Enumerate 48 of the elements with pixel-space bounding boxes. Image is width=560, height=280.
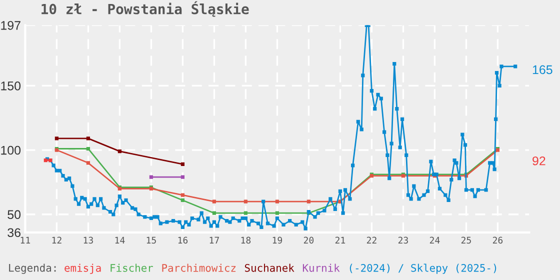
legend-title: Legenda:: [9, 264, 56, 274]
point: [86, 146, 90, 151]
y-tick-label: 50: [8, 210, 21, 220]
x-tick-label: 15: [146, 236, 156, 244]
x-tick-label: 16: [178, 236, 188, 244]
point: [149, 175, 154, 179]
text: Suchanek: [244, 264, 294, 272]
x-tick-label: 11: [20, 236, 30, 244]
y-tick-label: 197: [1, 21, 20, 30]
y-tick-label: 36: [8, 228, 20, 238]
point: [54, 136, 59, 140]
point: [180, 198, 185, 202]
text: Parchimowicz: [162, 264, 236, 272]
x-tick-label: 21: [335, 236, 346, 244]
point: [212, 200, 216, 204]
point: [275, 200, 280, 204]
x-tick-label: 25: [461, 236, 471, 244]
x-tick-label: 20: [304, 236, 314, 244]
x-tick-label: 12: [52, 236, 62, 244]
text: (-2024) / Sklepy (2025-): [350, 264, 496, 274]
point: [86, 136, 90, 140]
y-tick-label: 100: [1, 146, 21, 155]
point: [306, 200, 311, 204]
point: [180, 175, 185, 179]
x-tick-label: 14: [115, 236, 125, 244]
point: [118, 150, 122, 154]
x-tick-label: 17: [210, 236, 219, 244]
x-tick-label: 22: [366, 236, 376, 244]
point: [244, 200, 248, 204]
chart-title: 10 zł - Powstania Śląskie: [42, 1, 249, 17]
point: [212, 211, 216, 215]
text: Kurnik: [302, 264, 340, 272]
point: [244, 211, 248, 215]
x-tick-label: 13: [84, 236, 93, 244]
x-tick-label: 26: [492, 236, 503, 244]
x-tick-label: 19: [272, 236, 282, 244]
point: [275, 211, 280, 215]
x-tick-label: 23: [398, 236, 408, 244]
x-tick-label: 18: [241, 236, 251, 244]
text: 92: [532, 156, 546, 166]
y-tick-label: 150: [1, 81, 21, 90]
text: 165: [532, 65, 552, 74]
point: [180, 193, 185, 197]
point: [180, 162, 185, 166]
text: Fischer: [110, 264, 153, 272]
point: [86, 161, 90, 165]
x-tick-label: 24: [430, 236, 440, 244]
text: emisja: [64, 264, 101, 274]
